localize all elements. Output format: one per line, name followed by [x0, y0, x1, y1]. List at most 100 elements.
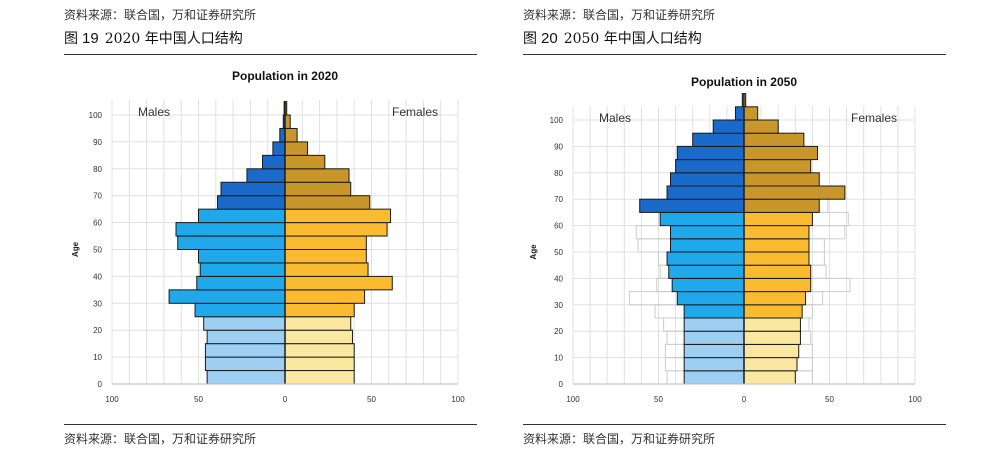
bar-male [669, 238, 745, 253]
figure-title-left: 2020 年中国人口结构 [104, 31, 243, 47]
chart-title: Population in 2020 [232, 69, 338, 83]
bar-female [743, 225, 810, 240]
x-tick-label: 0 [742, 395, 747, 404]
source-note-top-right: 资料来源：联合国，万和证券研究所 [523, 8, 716, 22]
bar-female [743, 370, 796, 385]
pyramid-chart-2020: Population in 2020 Males Females 0 10 20 30 40 5… [71, 69, 465, 404]
source-note-top-left: 资料来源：联合国，万和证券研究所 [64, 8, 257, 22]
bar-male [639, 198, 745, 213]
bar-female [743, 277, 812, 293]
bar-female [743, 264, 812, 279]
x-tick-label: 100 [105, 395, 119, 404]
females-label: Females [851, 111, 897, 125]
figure-prefix-right: 图 [523, 31, 537, 47]
pyramid-chart-2050: Population in 2050 Males Females 0 10 20 30 40 5… [529, 75, 922, 404]
bar-female [284, 208, 392, 224]
figure-number-right: 20 [541, 30, 558, 47]
males-label: Males [138, 105, 170, 119]
bar-female [284, 181, 352, 197]
bar-male [194, 302, 286, 318]
bar-male [675, 159, 745, 174]
bar-female [284, 249, 367, 264]
bar-female [743, 106, 759, 121]
y-tick-label: 100 [89, 111, 103, 120]
bar-male [666, 185, 745, 200]
bar-male [199, 262, 286, 277]
bar-female [284, 141, 308, 156]
y-tick-label: 80 [554, 169, 563, 178]
bar-male [683, 370, 745, 385]
bar-female [284, 356, 355, 372]
x-tick-label: 100 [566, 395, 580, 404]
bar-female [743, 304, 803, 319]
y-tick-label: 10 [93, 353, 102, 362]
bar-female [743, 132, 805, 147]
bar-female [284, 370, 355, 385]
bar-male [272, 141, 286, 156]
bar-male [712, 119, 745, 134]
chart-title: Population in 2050 [691, 75, 797, 89]
x-tick-label: 50 [367, 395, 376, 404]
y-tick-label: 90 [554, 142, 563, 151]
bar-male [204, 343, 286, 358]
y-tick-label: 20 [554, 327, 563, 336]
bar-male [217, 195, 286, 210]
bar-female [284, 222, 388, 237]
bar-female [743, 238, 810, 253]
y-tick-label: 70 [554, 195, 563, 204]
y-tick-label: 60 [93, 219, 102, 228]
figure-number-left: 19 [82, 30, 99, 47]
x-tick-label: 50 [654, 395, 663, 404]
y-tick-label: 80 [93, 165, 102, 174]
bar-female [284, 289, 366, 304]
bar-female [743, 119, 779, 134]
bar-female [284, 316, 352, 331]
figure-caption-right: 图 20 2050 年中国人口结构 [523, 28, 702, 48]
bar-male [203, 316, 286, 331]
y-tick-label: 50 [554, 248, 563, 257]
bar-female [743, 198, 820, 213]
bar-male [669, 172, 745, 187]
bar-female [743, 159, 812, 174]
bar-female [284, 168, 350, 183]
figure-caption-left: 图 19 2020 年中国人口结构 [64, 28, 243, 48]
x-tick-label: 100 [451, 395, 465, 404]
bar-female [284, 275, 393, 291]
bar-male [198, 249, 286, 264]
bar-female [284, 235, 367, 251]
x-tick-label: 0 [283, 395, 288, 404]
bar-female [743, 317, 801, 332]
source-note-bottom-left: 资料来源：联合国，万和证券研究所 [64, 432, 257, 446]
bar-male [206, 370, 286, 385]
y-tick-label: 30 [93, 299, 102, 308]
y-tick-label: 100 [550, 116, 564, 125]
bar-male [669, 225, 745, 240]
bar-female [284, 127, 298, 143]
bar-male [666, 251, 745, 266]
y-tick-label: 70 [93, 192, 102, 201]
bar-male [206, 329, 286, 345]
bar-female [743, 291, 807, 306]
bar-female [743, 172, 820, 187]
divider-top-right [523, 54, 946, 55]
y-tick-label: 30 [554, 301, 563, 310]
bar-male [204, 356, 286, 372]
y-tick-label: 50 [93, 246, 102, 255]
divider-bottom-right [523, 424, 946, 425]
divider-bottom-left [64, 424, 477, 425]
bar-male [262, 154, 286, 170]
source-note-bottom-right: 资料来源：联合国，万和证券研究所 [523, 432, 716, 446]
x-tick-label: 50 [194, 395, 203, 404]
bar-female [743, 251, 810, 266]
bar-male [220, 181, 286, 197]
bar-female [743, 185, 846, 200]
bar-female [284, 343, 355, 358]
y-tick-label: 90 [93, 138, 102, 147]
x-tick-label: 50 [825, 395, 834, 404]
bar-male [246, 168, 286, 183]
bar-male [683, 317, 745, 332]
bar-female [743, 93, 747, 108]
y-tick-label: 0 [98, 380, 103, 389]
bar-male [692, 132, 745, 147]
